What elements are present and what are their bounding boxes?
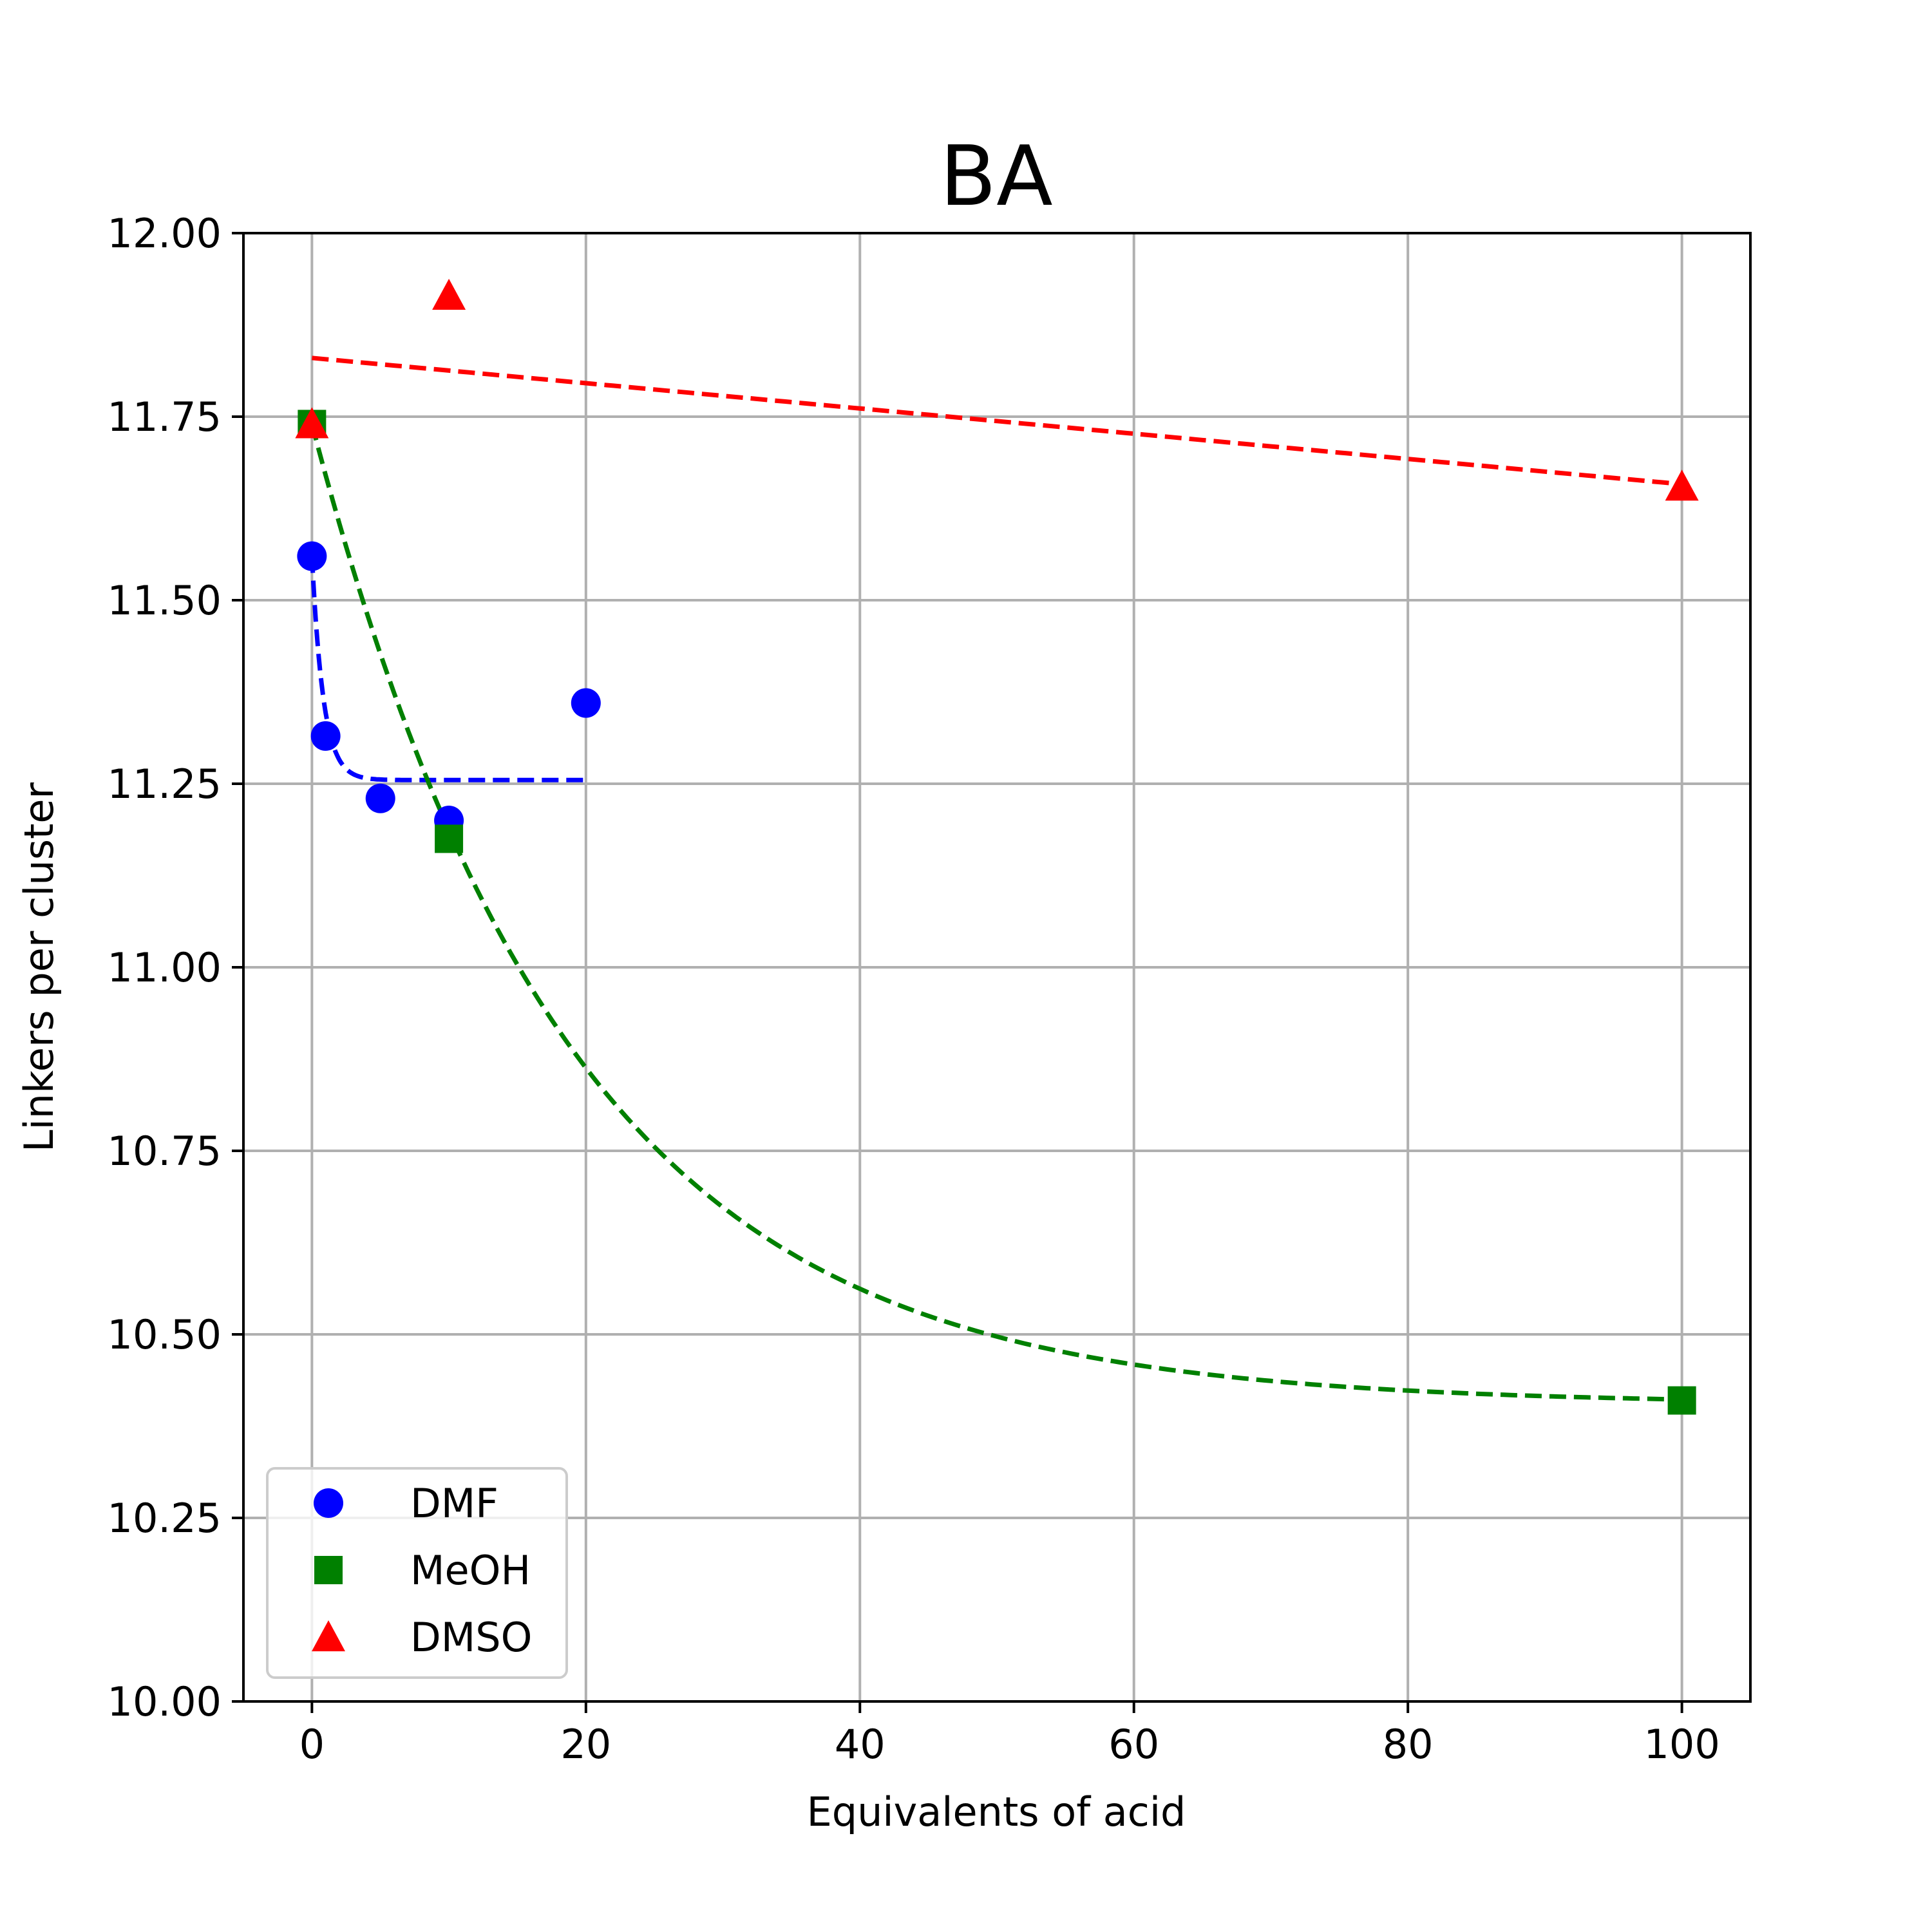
y-tick-label: 11.25: [108, 761, 222, 808]
legend-marker-dmso: [312, 1620, 345, 1652]
dmf-point: [310, 721, 341, 751]
chart-title: BA: [940, 129, 1052, 225]
dmso-point: [432, 278, 466, 310]
y-tick-label: 11.75: [108, 393, 222, 440]
x-tick-label: 0: [299, 1721, 325, 1768]
y-axis-label: Linkers per cluster: [15, 782, 62, 1152]
legend-box: [266, 1467, 568, 1679]
legend: DMF MeOH DMSO: [266, 1467, 568, 1679]
dmso-fit-line: [312, 355, 1682, 487]
dmf-point: [297, 541, 327, 571]
meoh-point: [1667, 1386, 1696, 1415]
dmso-point: [1665, 469, 1699, 501]
meoh-point: [435, 824, 464, 853]
legend-label-dmf: DMF: [410, 1480, 498, 1527]
y-tick-label: 10.50: [108, 1311, 222, 1358]
x-axis-label: Equivalents of acid: [807, 1788, 1186, 1835]
x-tick-label: 40: [835, 1721, 886, 1768]
meoh-fit-line: [310, 423, 1682, 1402]
y-tick-label: 12.00: [108, 210, 222, 257]
x-tick-label: 80: [1383, 1721, 1434, 1768]
legend-marker-meoh: [314, 1556, 343, 1584]
y-tick-label: 11.50: [108, 577, 222, 624]
legend-marker-dmf: [314, 1488, 343, 1518]
legend-label-dmso: DMSO: [410, 1614, 532, 1661]
legend-label-meoh: MeOH: [410, 1547, 531, 1594]
y-tick-label: 11.00: [108, 944, 222, 991]
y-tick-label: 10.25: [108, 1495, 222, 1542]
x-tick-label: 100: [1643, 1721, 1719, 1768]
data-markers: [295, 278, 1699, 1415]
ticks: 0 20 40 60 80 100 10.00 10.25 10.50 10.75 11.00 11.…: [108, 210, 1720, 1768]
x-tick-label: 20: [560, 1721, 611, 1768]
dmso-point: [295, 407, 329, 439]
dmf-point: [365, 783, 395, 813]
y-tick-label: 10.75: [108, 1128, 222, 1175]
dmf-point: [571, 688, 601, 718]
fit-lines: [309, 355, 1682, 1402]
y-tick-label: 10.00: [108, 1678, 222, 1725]
dmf-fit-line: [309, 556, 586, 782]
x-tick-label: 60: [1108, 1721, 1159, 1768]
